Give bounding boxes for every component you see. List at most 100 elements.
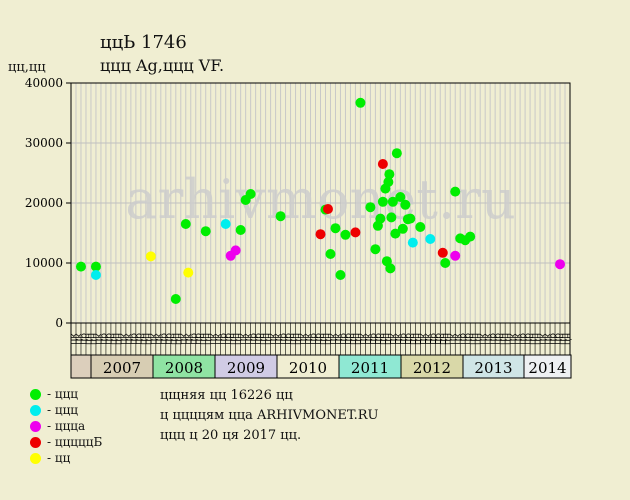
data-point — [390, 228, 401, 239]
data-point — [365, 202, 376, 213]
y-tick-label: 10000 — [25, 256, 63, 270]
legend-marker — [30, 420, 41, 432]
month-label: цр — [464, 333, 474, 345]
month-label: цр — [554, 333, 564, 345]
month-label: цн — [559, 333, 569, 345]
data-point — [90, 270, 101, 280]
info-line: ццц ц 20 ця 2017 цц. — [160, 428, 302, 443]
data-point — [275, 211, 286, 222]
data-point — [555, 259, 566, 270]
month-label: цр — [219, 333, 229, 345]
month-label: цн — [259, 333, 269, 345]
month-label: цк — [74, 333, 84, 345]
month-label: цк — [239, 333, 249, 345]
month-label: цн — [144, 333, 154, 345]
info-text: цщняя цц 16226 цц ц ццццям цца ARHIVMONET… — [160, 386, 379, 446]
month-label: цр — [134, 333, 144, 345]
month-label: цр — [159, 333, 169, 345]
data-point — [383, 177, 394, 187]
month-label: цн — [529, 333, 539, 345]
month-label: цр — [429, 333, 439, 345]
month-label: цр — [344, 333, 354, 345]
month-label: цн — [264, 333, 274, 345]
y-axis-label: цц,цц — [8, 60, 46, 75]
month-label: цк — [394, 333, 404, 345]
data-point — [465, 231, 476, 242]
data-point — [437, 247, 448, 258]
info-line: ц ццццям цца ARHIVMONET.RU — [160, 408, 379, 423]
month-label: цн — [199, 333, 209, 345]
month-label: цк — [359, 333, 369, 345]
month-label: цк — [479, 333, 489, 345]
legend-marker — [30, 388, 41, 400]
month-label: цн — [444, 333, 454, 345]
month-label: цр — [369, 333, 379, 345]
year-label: 2013 — [474, 359, 512, 377]
month-label: цк — [69, 333, 79, 345]
month-label: цк — [449, 333, 459, 345]
month-label: цн — [289, 333, 299, 345]
data-point — [415, 222, 426, 232]
month-label: цк — [184, 333, 194, 345]
data-point — [377, 159, 388, 169]
legend-item: - цц — [30, 450, 102, 466]
year-label: 2014 — [528, 359, 566, 377]
data-point — [385, 263, 396, 274]
data-point — [183, 267, 194, 278]
data-point — [405, 213, 416, 224]
month-label: цн — [139, 333, 149, 345]
month-label: цк — [119, 333, 129, 345]
month-label: цк — [214, 333, 224, 345]
month-label: цн — [84, 333, 94, 345]
info-line: цщняя цц 16226 цц — [160, 388, 293, 403]
month-label: цн — [234, 333, 244, 345]
month-label: цк — [509, 333, 519, 345]
year-label: 2007 — [103, 359, 141, 377]
data-point — [386, 212, 397, 223]
month-label: цр — [249, 333, 259, 345]
month-label: цн — [504, 333, 514, 345]
data-point — [325, 249, 336, 259]
month-label: цр — [549, 333, 559, 345]
month-label: цр — [99, 333, 109, 345]
month-label: цр — [194, 333, 204, 345]
legend-marker — [30, 436, 41, 448]
month-label: цр — [279, 333, 289, 345]
month-label: цк — [514, 333, 524, 345]
month-label: цн — [354, 333, 364, 345]
month-label: цр — [254, 333, 264, 345]
month-label: цн — [499, 333, 509, 345]
y-tick-label: 30000 — [25, 136, 63, 150]
month-label: цк — [419, 333, 429, 345]
year-label: 2010 — [289, 359, 327, 377]
data-point — [425, 234, 436, 244]
month-label: цн — [439, 333, 449, 345]
month-label: цк — [424, 333, 434, 345]
month-label: цк — [389, 333, 399, 345]
month-label: цр — [164, 333, 174, 345]
month-label: цр — [224, 333, 234, 345]
legend-label: - цц — [47, 451, 71, 465]
month-label: цк — [484, 333, 494, 345]
month-label: цк — [304, 333, 314, 345]
legend-item: - ццц — [30, 386, 102, 402]
y-tick-label: 40000 — [25, 76, 63, 90]
data-point — [450, 250, 461, 261]
watermark: arhivmonet.ru — [125, 168, 515, 231]
month-label: цк — [274, 333, 284, 345]
year-cell — [523, 354, 572, 379]
data-point — [330, 223, 341, 234]
month-label: цн — [564, 333, 574, 345]
month-label: цк — [209, 333, 219, 345]
month-label: цр — [339, 333, 349, 345]
data-point — [170, 294, 181, 304]
data-point — [220, 219, 231, 229]
data-point — [145, 251, 156, 262]
data-point — [391, 148, 402, 159]
month-label: цр — [519, 333, 529, 345]
month-label: цк — [454, 333, 464, 345]
month-label: цн — [469, 333, 479, 345]
data-point — [450, 186, 461, 197]
month-label: цк — [329, 333, 339, 345]
month-label: цр — [374, 333, 384, 345]
